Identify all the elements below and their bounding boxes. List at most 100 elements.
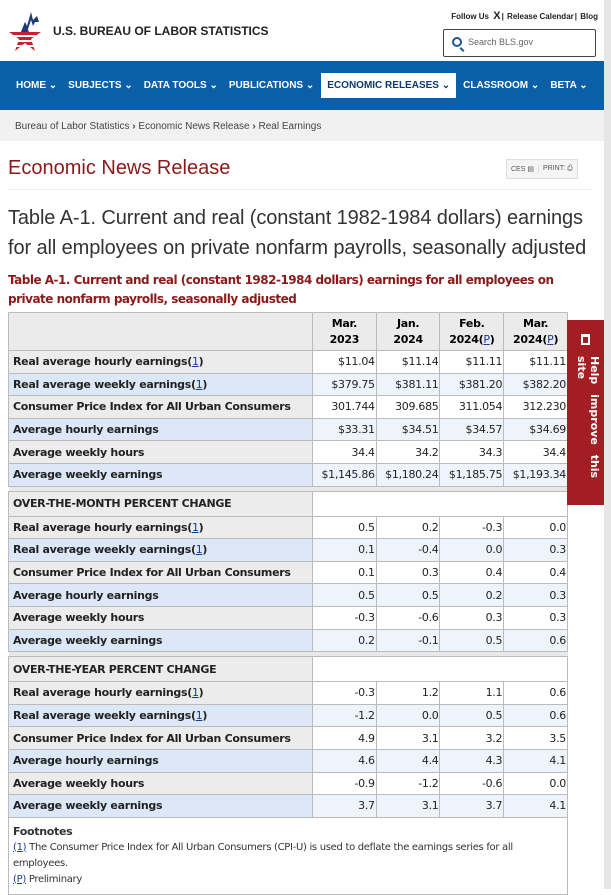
footnote-link[interactable]: 1 <box>195 709 203 723</box>
value-cell: -0.3 <box>439 515 505 540</box>
column-header: Feb. 2024(P) <box>439 312 505 351</box>
page-tools: CES ▤ PRINT: ⎙ <box>506 159 578 179</box>
value-cell: 0.5 <box>312 583 377 607</box>
value-cell: $34.51 <box>375 417 441 442</box>
value-cell: 3.2 <box>439 726 505 750</box>
value-cell: $381.11 <box>375 372 441 397</box>
table-caption: Table A-1. Current and real (constant 19… <box>8 273 554 306</box>
value-cell: 312.230 <box>503 395 568 419</box>
row-label: Average weekly hours <box>8 605 313 630</box>
row-label: Average weekly hours <box>8 440 313 464</box>
nav-subjects[interactable]: SUBJECTS ⌄ <box>64 73 137 98</box>
table-row: Average hourly earnings 0.5 0.5 0.2 0.3 <box>8 583 568 607</box>
footnote-link[interactable]: 1 <box>195 377 203 391</box>
value-cell: -0.6 <box>439 771 505 796</box>
value-cell: 0.2 <box>312 628 377 653</box>
nav-label: SUBJECTS <box>68 80 122 91</box>
value-cell: 0.6 <box>503 628 568 653</box>
table-row: Real average weekly earnings(1) 0.1 -0.4 0.… <box>8 538 568 562</box>
footnote-link[interactable]: 1 <box>195 543 203 557</box>
chevron-down-icon: ⌄ <box>209 80 218 91</box>
table-row: Average weekly earnings 3.7 3.1 3.7 4.1 <box>8 794 568 818</box>
value-cell: 34.4 <box>503 440 568 464</box>
scrollbar[interactable] <box>604 0 611 889</box>
nav-economic-releases[interactable]: ECONOMIC RELEASES ⌄ <box>321 73 457 98</box>
footnote: (1) The Consumer Price Index for All Urb… <box>13 841 513 869</box>
main-nav: HOME ⌄ SUBJECTS ⌄ DATA TOOLS ⌄ PUBLICATIONS… <box>0 61 604 110</box>
value-cell: $1,193.34 <box>503 462 568 487</box>
footnotes-row: Footnotes (1) The Consumer Price Index fo… <box>8 816 568 895</box>
preliminary-footnote-link[interactable]: P <box>547 332 554 346</box>
value-cell: 34.3 <box>439 440 505 464</box>
feedback-icon <box>581 334 590 345</box>
nav-publications[interactable]: PUBLICATIONS ⌄ <box>225 73 318 98</box>
page-title: Economic News Release <box>8 157 231 179</box>
nav-home[interactable]: HOME ⌄ <box>12 73 61 98</box>
value-cell: -1.2 <box>312 703 377 728</box>
value-cell: 1.1 <box>439 681 505 705</box>
value-cell: $1,180.24 <box>375 462 441 487</box>
footnote: (P) Preliminary <box>13 873 82 885</box>
table-row: Real average weekly earnings(1) $379.75 $3… <box>8 372 568 397</box>
preliminary-footnote-link[interactable]: P <box>483 332 490 346</box>
value-cell: 34.2 <box>375 440 441 464</box>
nav-label: DATA TOOLS <box>143 80 207 91</box>
table-row: Average hourly earnings 4.6 4.4 4.3 4.1 <box>8 748 568 773</box>
ces-pdf-button[interactable]: CES ▤ <box>507 165 539 173</box>
nav-label: CLASSROOM <box>463 80 529 91</box>
value-cell: $1,185.75 <box>439 462 505 487</box>
value-cell: -0.6 <box>375 605 441 630</box>
site-title[interactable]: U.S. BUREAU OF LABOR STATISTICS <box>53 24 269 38</box>
footnote-mark[interactable]: (1) <box>13 841 27 853</box>
breadcrumb-news-release[interactable]: Economic News Release <box>138 121 250 132</box>
search-icon[interactable] <box>452 37 462 47</box>
table-row: Average hourly earnings $33.31 $34.51 $34.5… <box>8 417 568 442</box>
value-cell: 0.3 <box>503 583 568 607</box>
column-header: Mar. 2024(P) <box>503 312 568 351</box>
help-improve-tab[interactable]: Help improve this site <box>567 320 604 505</box>
value-cell: 0.5 <box>312 515 377 540</box>
table-row: Consumer Price Index for All Urban Consu… <box>8 726 568 750</box>
footnote-link[interactable]: 1 <box>191 686 199 700</box>
nav-label: PUBLICATIONS <box>228 80 304 91</box>
row-label: Real average hourly earnings(1) <box>8 350 313 374</box>
table-row: Real average hourly earnings(1) 0.5 0.2 -0.… <box>8 515 568 540</box>
chevron-down-icon: ⌄ <box>441 80 451 91</box>
value-cell: -1.2 <box>375 771 441 796</box>
table-heading: Table A-1. Current and real (constant 19… <box>8 207 587 259</box>
footnote-mark[interactable]: (P) <box>13 873 26 885</box>
breadcrumb-real-earnings[interactable]: Real Earnings <box>258 121 322 132</box>
table-row: Real average hourly earnings(1) -0.3 1.2 1.… <box>8 681 568 705</box>
value-cell: $11.11 <box>503 350 568 374</box>
nav-data-tools[interactable]: DATA TOOLS ⌄ <box>140 73 222 98</box>
nav-beta[interactable]: BETA ⌄ <box>546 73 591 98</box>
print-button[interactable]: PRINT: ⎙ <box>542 165 573 172</box>
footnote-link[interactable]: 1 <box>191 355 199 369</box>
column-header: Mar. 2023 <box>312 312 377 351</box>
search-input[interactable]: Search BLS.gov <box>443 29 596 57</box>
value-cell: 0.5 <box>439 628 505 653</box>
breadcrumb-bls[interactable]: Bureau of Labor Statistics <box>15 121 130 132</box>
value-cell: $11.04 <box>312 350 377 374</box>
chevron-down-icon: ⌄ <box>124 80 133 91</box>
footnote-link[interactable]: 1 <box>191 520 199 534</box>
bls-logo[interactable] <box>5 8 45 52</box>
value-cell: 0.4 <box>439 560 505 585</box>
value-cell: 0.6 <box>503 703 568 728</box>
section-title: OVER-THE-MONTH PERCENT CHANGE <box>8 490 313 517</box>
top-links: Follow Us X| Release Calendar| Blog <box>451 10 598 22</box>
nav-classroom[interactable]: CLASSROOM ⌄ <box>459 73 543 98</box>
release-calendar-link[interactable]: Release Calendar <box>507 12 574 21</box>
row-label: Real average hourly earnings(1) <box>8 515 313 540</box>
section-header-row: OVER-THE-YEAR PERCENT CHANGE <box>8 656 568 683</box>
value-cell: 4.1 <box>503 794 568 818</box>
header-row: Mar. 2023 Jan. 2024 Feb. 2024(P) Mar. 2024(P) <box>8 312 568 351</box>
x-icon[interactable]: X <box>493 10 501 22</box>
row-label: Real average weekly earnings(1) <box>8 703 313 728</box>
row-label: Real average weekly earnings(1) <box>8 372 313 397</box>
value-cell: $382.20 <box>503 372 568 397</box>
value-cell: -0.3 <box>312 681 377 705</box>
value-cell: 3.7 <box>439 794 505 818</box>
blog-link[interactable]: Blog <box>580 12 598 21</box>
value-cell: 0.1 <box>312 560 377 585</box>
